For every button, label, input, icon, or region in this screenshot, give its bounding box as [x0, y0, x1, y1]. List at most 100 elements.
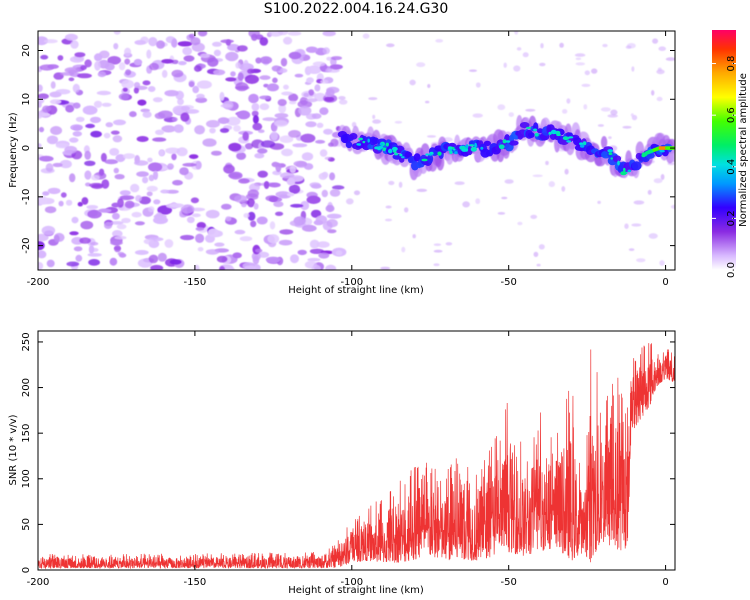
heatmap-noise-blob [58, 200, 64, 207]
snr-frame [37, 330, 676, 571]
heatmap-faint-blob [657, 67, 662, 72]
heatmap-noise-blob [171, 69, 184, 78]
heatmap-faint-blob [508, 112, 514, 117]
heatmap-faint-blob [540, 43, 544, 49]
heatmap-faint-blob [583, 104, 588, 110]
heatmap-noise-blob [279, 135, 294, 143]
heatmap-noise-blob [39, 155, 54, 162]
colorbar: 0.0 0.2 0.4 0.6 0.8 Normalized spectral ampl… [712, 30, 749, 278]
heatmap-band-peak [623, 167, 626, 172]
heatmap-noise-blob [59, 72, 75, 76]
heatmap-noise-blob [225, 216, 232, 222]
heatmap-noise-blob [147, 86, 156, 92]
heatmap-noise-blob [87, 253, 102, 257]
heatmap-noise-blob [230, 71, 236, 77]
heatmap-band-peak [447, 146, 453, 150]
heatmap-noise-blob [86, 205, 99, 210]
heatmap-band-peak [399, 153, 403, 157]
heatmap-noise-blob [259, 95, 271, 100]
heatmap-noise-blob [322, 31, 336, 37]
heatmap-faint-blob [368, 97, 378, 101]
heatmap-noise-blob [250, 220, 257, 228]
heatmap-noise-blob [148, 162, 163, 172]
heatmap-noise-blob [312, 61, 326, 67]
heatmap-faint-blob [574, 53, 586, 57]
heatmap-noise-blob [243, 213, 250, 218]
heatmap-noise-blob [194, 264, 200, 270]
heatmap-noise-blob [124, 58, 131, 65]
heatmap-band-peak [610, 157, 613, 160]
heatmap-faint-blob [631, 66, 635, 72]
heatmap-faint-blob [324, 156, 331, 160]
heatmap-noise-blob [180, 234, 195, 241]
heatmap-band-peak [568, 136, 574, 139]
x-tick-label: -50 [501, 577, 517, 588]
heatmap-noise-blob [66, 261, 80, 267]
heatmap-noise-blob [247, 68, 255, 74]
heatmap-noise-blob [244, 74, 259, 85]
heatmap-faint-blob [597, 200, 601, 204]
heatmap-noise-blob [114, 235, 127, 240]
heatmap-noise-blob [72, 131, 83, 137]
heatmap-faint-blob [633, 200, 645, 205]
heatmap-noise-blob [104, 221, 113, 229]
heatmap-faint-blob [628, 248, 635, 252]
heatmap-faint-blob [412, 234, 416, 239]
heatmap-faint-blob [445, 242, 453, 246]
heatmap-noise-blob [251, 33, 258, 41]
heatmap-faint-blob [522, 52, 529, 58]
heatmap-faint-blob [658, 46, 666, 51]
heatmap-band-peak [659, 149, 665, 153]
heatmap-noise-blob [110, 221, 124, 225]
heatmap-noise-blob [45, 163, 54, 172]
heatmap-noise-blob [308, 89, 315, 96]
heatmap-noise-blob [90, 130, 102, 138]
heatmap-band-peak [392, 146, 398, 151]
heatmap-faint-blob [338, 96, 346, 100]
heatmap-noise-blob [171, 59, 179, 65]
x-tick-label: -200 [27, 277, 50, 288]
heatmap-noise-blob [257, 170, 268, 178]
heatmap-noise-blob [107, 56, 121, 65]
heatmap-faint-blob [427, 84, 431, 88]
heatmap-noise-blob [59, 159, 72, 169]
heatmap-noise-blob [38, 101, 42, 108]
heatmap-noise-blob [69, 231, 79, 236]
heatmap-noise-blob [266, 83, 279, 92]
heatmap-noise-blob [148, 174, 155, 182]
heatmap-noise-blob [134, 160, 149, 166]
heatmap-frame [37, 30, 676, 271]
heatmap-band-peak [437, 151, 442, 156]
heatmap-noise-blob [77, 201, 84, 207]
heatmap-noise-blob [268, 196, 278, 203]
heatmap-noise-blob [214, 242, 225, 247]
heatmap-noise-blob [319, 107, 329, 115]
heatmap-noise-blob [70, 40, 79, 49]
heatmap-noise-blob [244, 265, 257, 270]
heatmap-noise-blob [121, 217, 131, 224]
heatmap-noise-blob [74, 52, 86, 58]
heatmap-faint-blob [325, 68, 332, 73]
heatmap-noise-blob [104, 62, 115, 71]
heatmap-noise-blob [72, 83, 80, 93]
heatmap-faint-blob [581, 83, 591, 87]
y-tick-label: 0 [21, 567, 32, 573]
heatmap-faint-blob [584, 70, 590, 76]
y-tick-label: 250 [21, 332, 32, 351]
heatmap-noise-blob [321, 189, 328, 198]
heatmap-faint-blob [597, 124, 605, 127]
heatmap-noise-blob [327, 229, 337, 234]
heatmap-noise-blob [223, 164, 235, 174]
heatmap-band-peak [525, 126, 532, 129]
heatmap-noise-blob [329, 64, 343, 70]
heatmap-noise-blob [41, 225, 56, 236]
heatmap-noise-blob [80, 220, 94, 230]
heatmap-noise-blob [225, 39, 231, 46]
heatmap-x-axis-label: Height of straight line (km) [288, 285, 424, 296]
heatmap-noise-blob [278, 31, 289, 36]
heatmap-noise-blob [177, 41, 193, 47]
heatmap-noise-blob [73, 246, 83, 252]
heatmap-noise-blob [314, 92, 326, 102]
